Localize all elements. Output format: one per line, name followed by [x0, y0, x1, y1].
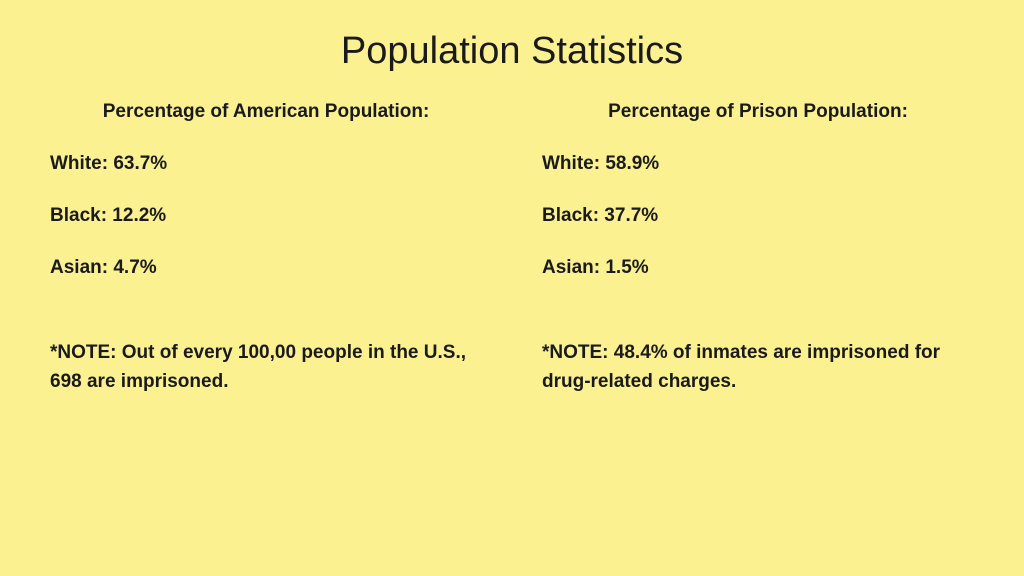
left-stat-row: White: 63.7%: [50, 153, 482, 175]
left-column: Percentage of American Population: White…: [50, 101, 482, 396]
right-stat-row: Asian: 1.5%: [542, 257, 974, 279]
left-heading: Percentage of American Population:: [50, 101, 482, 123]
left-note: *NOTE: Out of every 100,00 people in the…: [50, 339, 470, 396]
slide: Population Statistics Percentage of Amer…: [0, 0, 1024, 576]
right-heading: Percentage of Prison Population:: [542, 101, 974, 123]
left-stat-row: Asian: 4.7%: [50, 257, 482, 279]
columns: Percentage of American Population: White…: [50, 101, 974, 396]
slide-title: Population Statistics: [50, 30, 974, 73]
right-column: Percentage of Prison Population: White: …: [542, 101, 974, 396]
right-stat-row: Black: 37.7%: [542, 205, 974, 227]
right-note: *NOTE: 48.4% of inmates are imprisoned f…: [542, 339, 962, 396]
right-stat-row: White: 58.9%: [542, 153, 974, 175]
left-stat-row: Black: 12.2%: [50, 205, 482, 227]
